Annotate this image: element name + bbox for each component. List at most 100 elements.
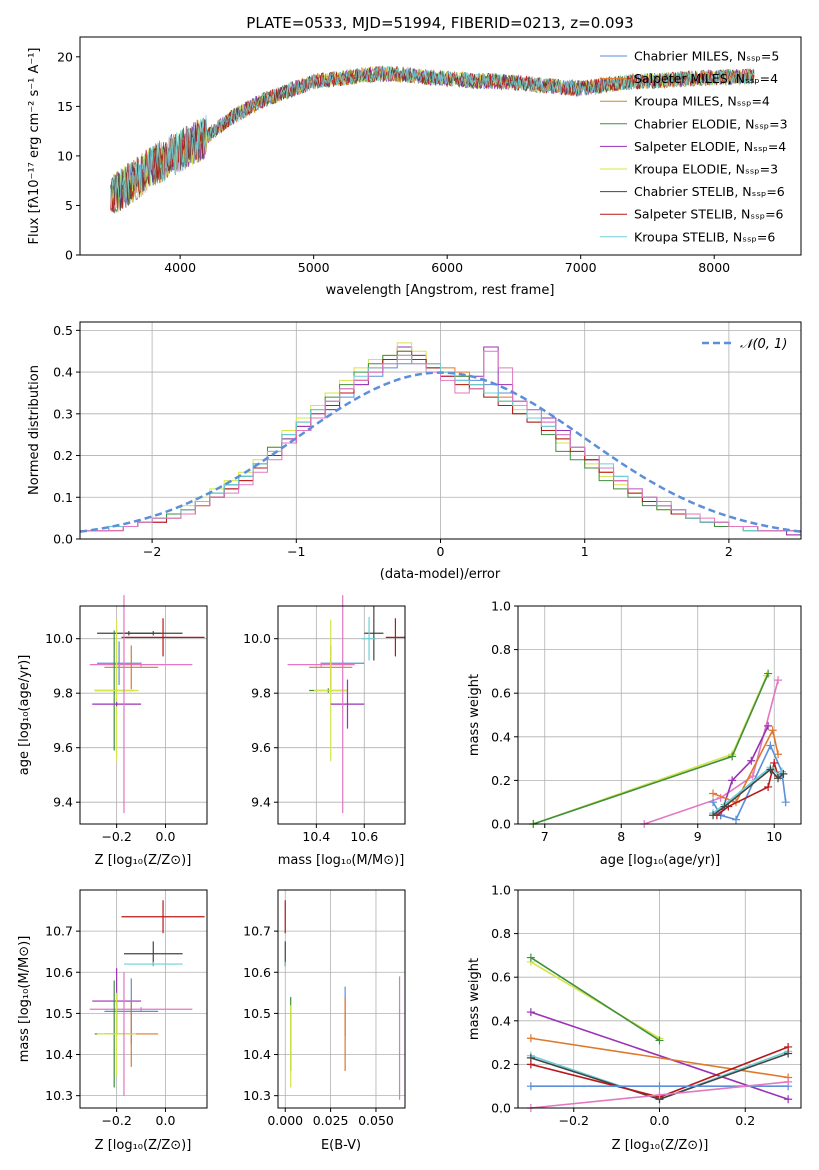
w-z-ytick-label-2: 0.4 [491,1013,511,1028]
w-age-ytick-label-2: 0.4 [491,729,511,744]
residuals-ytick-label-3: 0.3 [53,406,73,421]
w-z-line-1 [530,956,660,1042]
mass-z-ytick-label-2: 10.5 [45,1006,73,1021]
w-age-marker-4-2 [768,726,777,735]
w-z-marker-8-2 [784,1077,793,1086]
spectrum-ytick-label-4: 20 [57,49,73,64]
w-age-xtick-label-2: 9 [694,829,702,844]
w-age-xtick-label-1: 8 [617,829,625,844]
age-vs-z-ylabel: age [log₁₀(age/yr)] [17,655,32,776]
spectrum-ytick-label-3: 15 [57,99,73,114]
w-age-ytick-label-4: 0.8 [491,642,511,657]
w-age-xtick-label-3: 10 [766,829,782,844]
spectrum-xlabel: wavelength [Angstrom, rest frame] [326,283,555,298]
spectrum-panel: PLATE=0533, MJD=51994, FIBERID=0213, z=0… [27,14,802,298]
spectrum-ytick-label-1: 5 [65,198,73,213]
spectrum-ylabel: Flux [fλ10⁻¹⁷ erg cm⁻² s⁻¹ A⁻¹] [27,48,42,245]
weight-vs-z-xlabel: Z [log₁₀(Z/Z⊙)] [612,1138,709,1153]
w-age-marker-8-0 [709,811,718,820]
w-age-marker-5-3 [766,741,775,750]
spectrum-ytick-label-2: 10 [57,148,73,163]
age-vs-mass-axes-frame [277,605,406,825]
w-age-marker-6-2 [764,782,773,791]
w-age-marker-1-2 [764,669,773,678]
w-z-line-2 [530,1011,789,1101]
mass-ebv-ytick-label-0: 10.3 [243,1088,271,1103]
legend-label-5: Kroupa ELODIE, Nₛₛₚ=3 [634,162,778,177]
mass-ebv-xtick-label-2: 0.050 [358,1113,394,1128]
age-mass-xtick-label-1: 10.6 [350,829,378,844]
age-vs-z-axes-frame [79,605,208,825]
w-z-marker-1-1 [655,1036,664,1045]
mass-vs-ebv-panel: 0.000 0.025 0.050 10.3 10.4 10.5 10.6 10.7 E(B-… [243,889,406,1153]
residuals-ytick-label-1: 0.1 [53,490,73,505]
mass-vs-ebv-axes-frame [277,889,406,1109]
weight-vs-z-ylabel: mass weight [467,958,482,1040]
residuals-xtick-label-3: 1 [581,544,589,559]
w-age-line-2 [643,679,779,825]
w-age-marker-3-3 [764,721,773,730]
weight-vs-z-axes-frame [517,889,802,1109]
age-mass-ytick-label-2: 9.8 [251,686,271,701]
spectrum-line-7 [110,66,755,213]
w-z-line-3 [530,1037,789,1079]
age-z-ytick-label-3: 10.0 [45,631,73,646]
w-z-marker-8-1 [655,1090,664,1099]
w-age-marker-3-1 [728,776,737,785]
residuals-panel: −2 −1 0 1 2 0.0 0.1 0.2 0.3 0.4 0.5 (data-model)/e… [27,321,802,582]
w-age-marker-6-3 [770,758,779,767]
mass-vs-ebv-xlabel: E(B-V) [321,1138,361,1153]
mass-ebv-xtick-label-0: 0.000 [267,1113,303,1128]
mass-vs-z-axes-frame [79,889,208,1109]
w-age-ytick-label-0: 0.0 [491,817,511,832]
residuals-xlabel: (data-model)/error [380,567,501,582]
age-mass-xtick-label-0: 10.4 [302,829,330,844]
legend-label-4: Salpeter ELODIE, Nₛₛₚ=4 [634,139,786,154]
w-age-ytick-label-5: 1.0 [491,599,511,614]
spectrum-ytick-label-0: 0 [65,248,73,263]
spectrum-xtick-label-4: 8000 [698,260,730,275]
w-z-line-0 [530,961,660,1039]
gauss-curve [79,371,802,533]
weight-vs-z-panel: −0.2 0.0 0.2 0.0 0.2 0.4 0.6 0.8 1.0 Z [log₁₀(Z/… [467,883,802,1153]
w-age-ytick-label-3: 0.6 [491,686,511,701]
residuals-axes-frame [79,321,802,540]
legend-label-2: Kroupa MILES, Nₛₛₚ=4 [634,94,770,109]
residuals-ytick-label-0: 0.0 [53,532,73,547]
w-z-ytick-label-5: 1.0 [491,883,511,898]
legend-label-8: Kroupa STELIB, Nₛₛₚ=6 [634,229,775,244]
legend-label-0: Chabrier MILES, Nₛₛₚ=5 [634,49,779,64]
weight-vs-age-axes-frame [517,605,802,825]
age-z-ytick-label-0: 9.4 [53,795,73,810]
mass-ebv-xtick-label-1: 0.025 [313,1113,349,1128]
age-z-xtick-label-0: −0.2 [101,829,131,844]
residuals-legend: 𝒩(0, 1) [702,337,787,352]
w-z-xtick-label-2: 0.2 [735,1113,755,1128]
w-age-marker-8-1 [720,802,729,811]
w-age-marker-2-3 [774,676,783,685]
spectrum-xtick-label-3: 7000 [565,260,597,275]
w-z-ytick-label-0: 0.0 [491,1101,511,1116]
mass-ebv-ytick-label-4: 10.7 [243,924,271,939]
residuals-ytick-label-5: 0.5 [53,323,73,338]
legend-label-6: Chabrier STELIB, Nₛₛₚ=6 [634,184,785,199]
w-age-marker-5-2 [731,815,740,824]
weight-vs-age-panel: 7 8 9 10 0.0 0.2 0.4 0.6 0.8 1.0 age [log₁₀(age/y… [467,599,802,868]
residuals-xtick-label-2: 0 [437,544,445,559]
age-vs-z-panel: −0.2 0.0 9.4 9.6 9.8 10.0 Z [log₁₀(Z/Z⊙)] age… [17,595,208,868]
w-age-marker-8-2 [766,765,775,774]
w-age-marker-8-3 [774,774,783,783]
age-z-ytick-label-2: 9.8 [53,686,73,701]
mass-z-ytick-label-1: 10.4 [45,1047,73,1062]
age-z-ytick-label-1: 9.6 [53,740,73,755]
residuals-xtick-label-1: −1 [287,544,305,559]
mass-vs-z-ylabel: mass [log₁₀(M/M⊙)] [17,936,32,1063]
legend-label-3: Chabrier ELODIE, Nₛₛₚ=3 [634,116,788,131]
spectrum-xtick-label-1: 5000 [298,260,330,275]
w-z-marker-6-2 [784,1042,793,1051]
w-age-marker-3-2 [747,756,756,765]
spectrum-axes-frame [79,36,802,256]
mass-z-ytick-label-0: 10.3 [45,1088,73,1103]
age-mass-ytick-label-1: 9.6 [251,740,271,755]
